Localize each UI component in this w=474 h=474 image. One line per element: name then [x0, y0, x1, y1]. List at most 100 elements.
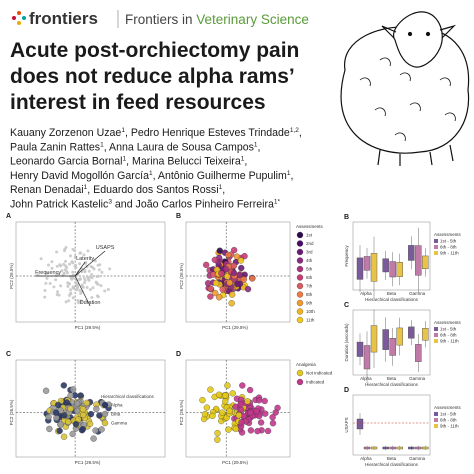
- legend-swatch: [296, 378, 304, 386]
- sheep-eye: [407, 31, 413, 37]
- score-point: [246, 386, 254, 394]
- x-axis-label: Hierarchical classifications: [365, 382, 419, 387]
- loading-label: Duration: [80, 300, 101, 306]
- legend-label: Indicated: [306, 380, 325, 385]
- score-point: [64, 300, 68, 304]
- sheep-eye: [425, 31, 431, 37]
- logo: frontiers: [12, 9, 98, 28]
- score-point: [52, 285, 56, 289]
- affiliation: 1: [149, 170, 153, 177]
- box: [356, 257, 364, 280]
- legend-swatch: [296, 299, 304, 307]
- legend-swatch: [434, 327, 438, 331]
- score-point: [89, 265, 93, 269]
- score-point: [79, 291, 83, 295]
- box: [396, 327, 403, 346]
- score-point: [207, 293, 214, 300]
- legend-swatch: [296, 274, 304, 281]
- score-point: [43, 295, 47, 299]
- score-point: [82, 276, 86, 280]
- sheep-wool: [359, 52, 456, 142]
- logo-dot: [17, 11, 21, 15]
- score-point: [45, 276, 49, 280]
- score-point: [61, 412, 68, 419]
- score-point: [229, 390, 236, 397]
- affiliation: 1: [122, 156, 126, 163]
- legend-label: 1st - 5th: [440, 327, 457, 332]
- plot-frame: [352, 221, 431, 291]
- score-point: [64, 259, 68, 263]
- logo-dot: [17, 21, 21, 25]
- score-point: [255, 397, 263, 404]
- score-point: [69, 288, 73, 292]
- score-point: [82, 253, 86, 257]
- score-point: [75, 284, 79, 288]
- x-axis-label: Hierarchical classifications: [365, 462, 419, 467]
- author-name: Henry David Mogollón García: [10, 170, 149, 182]
- author-name: Paula Zanin Rattes: [10, 141, 100, 153]
- score-point: [57, 421, 64, 428]
- author-name: Kauany Zorzenon Uzae: [10, 127, 121, 139]
- legend-label: 8th: [306, 292, 313, 297]
- loading-arrow: [74, 250, 106, 277]
- score-point: [69, 386, 77, 393]
- author-name: ,: [290, 170, 293, 182]
- box: [363, 446, 371, 450]
- box: [415, 446, 422, 450]
- score-point: [39, 257, 43, 261]
- score-point: [269, 420, 277, 427]
- box: [422, 255, 429, 270]
- legend-swatch: [296, 257, 304, 264]
- title-line: interest in feed resources: [10, 91, 266, 114]
- score-point: [69, 254, 73, 258]
- score-point: [261, 397, 268, 405]
- score-point: [235, 412, 242, 419]
- score-point: [224, 273, 231, 280]
- score-point: [100, 270, 104, 274]
- score-point: [55, 250, 59, 254]
- author-name: ,: [222, 184, 225, 196]
- box: [363, 345, 371, 370]
- affiliation: 3: [108, 199, 112, 206]
- affiliation: 1: [121, 127, 125, 134]
- score-point: [60, 382, 67, 389]
- legend-swatch: [434, 339, 438, 343]
- score-point: [99, 284, 103, 288]
- score-point: [231, 246, 238, 254]
- legend-label: Alpha: [111, 403, 123, 408]
- score-point: [97, 268, 101, 272]
- score-point: [46, 425, 53, 433]
- box: [370, 325, 378, 353]
- score-point: [60, 433, 68, 440]
- box: [408, 245, 415, 261]
- journal-name: Veterinary Science: [196, 12, 309, 27]
- legend-swatch: [296, 316, 304, 324]
- author-name: , Pedro Henrique Esteves Trindade: [125, 127, 290, 139]
- score-point: [96, 274, 100, 278]
- affiliation: 1,2: [290, 127, 299, 134]
- title-line: does not reduce alpha rams’: [10, 65, 295, 88]
- score-point: [59, 284, 63, 288]
- score-point: [42, 387, 50, 394]
- panel-letter: C: [344, 302, 349, 309]
- y-axis-label: PC2 (26.5%): [179, 263, 184, 289]
- score-point: [74, 407, 81, 414]
- x-tick-label: Beta: [387, 376, 397, 381]
- score-point: [229, 291, 236, 298]
- legend-title: Assessments: [434, 232, 462, 237]
- legend-swatch: [296, 291, 304, 298]
- box: [396, 446, 403, 450]
- score-point: [57, 293, 61, 297]
- score-point: [204, 280, 212, 287]
- score-point: [90, 273, 94, 277]
- score-point: [62, 262, 66, 266]
- score-point: [58, 263, 62, 267]
- legend-label: 1st: [306, 233, 313, 238]
- panel-letter: A: [6, 213, 11, 220]
- score-point: [52, 409, 60, 416]
- y-axis-label: Duration (seconds): [344, 323, 349, 362]
- score-point: [45, 271, 49, 275]
- x-tick-label: Beta: [387, 456, 397, 461]
- score-point: [222, 265, 230, 273]
- score-point: [71, 247, 75, 251]
